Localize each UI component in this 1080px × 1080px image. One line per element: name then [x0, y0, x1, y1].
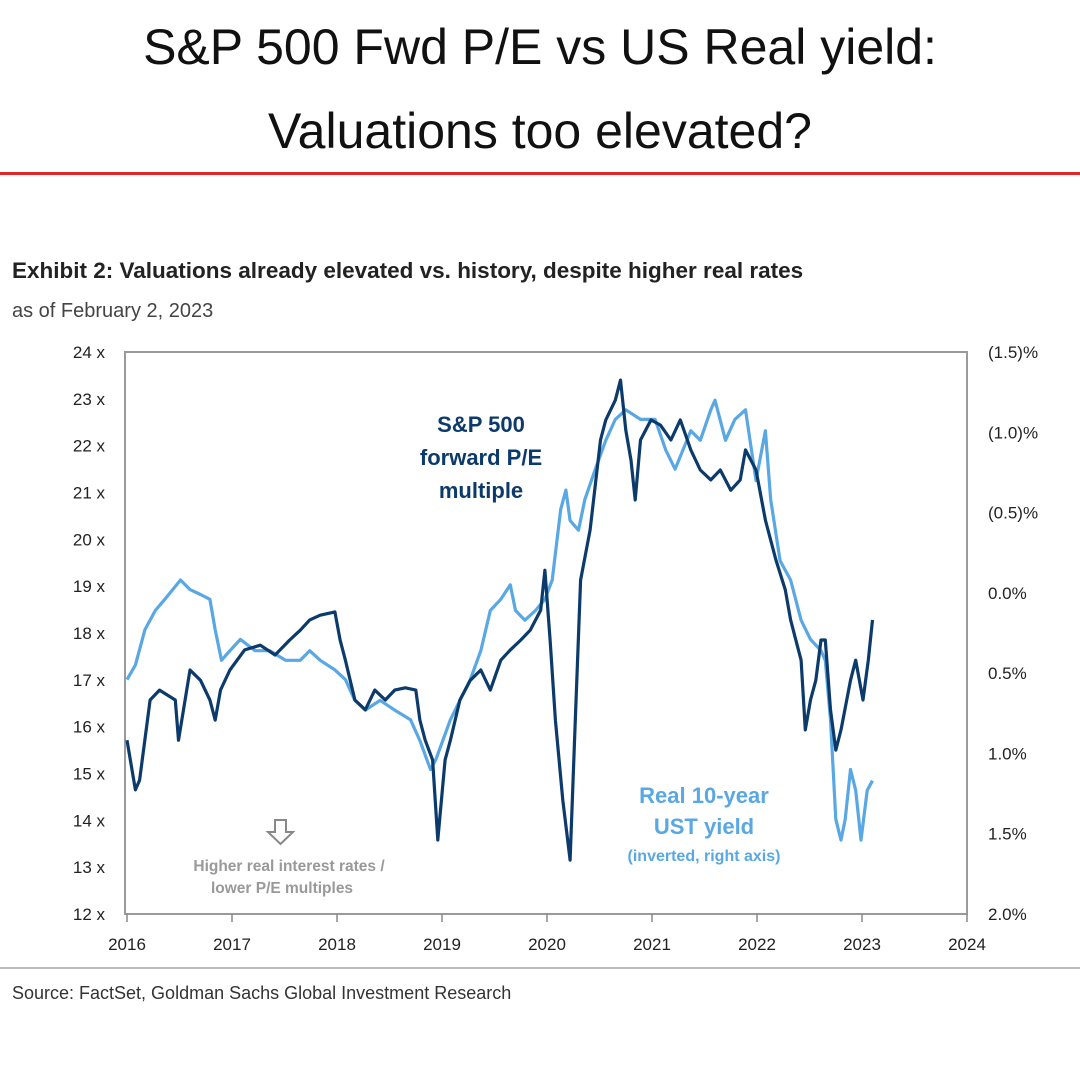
down-arrow-icon [265, 819, 296, 846]
y-left-tick-label: 23 x [73, 390, 106, 409]
headline-line-1: S&P 500 Fwd P/E vs US Real yield: [143, 19, 937, 75]
y-left-tick-label: 18 x [73, 624, 106, 643]
x-tick-label: 2018 [318, 935, 356, 954]
y-right-tick-label: 1.5% [988, 825, 1027, 844]
headline-line-2: Valuations too elevated? [268, 103, 812, 159]
arrow-note-line: Higher real interest rates / [193, 858, 385, 875]
x-tick-label: 2016 [108, 935, 146, 954]
y-right-tick-label: 1.0% [988, 744, 1027, 763]
y-right-tick-label: (0.5)% [988, 504, 1038, 523]
y-right-tick-label: (1.5)% [988, 343, 1038, 362]
source-note: Source: FactSet, Goldman Sachs Global In… [12, 983, 512, 1003]
pe-annotation: S&P 500 forward P/E multiple [420, 412, 542, 503]
y-left-tick-label: 16 x [73, 718, 106, 737]
yield-label-line: UST yield [654, 814, 754, 839]
y-left-tick-label: 15 x [73, 765, 106, 784]
x-tick-label: 2017 [213, 935, 251, 954]
chart-subtitle: as of February 2, 2023 [12, 300, 214, 322]
arrow-note: Higher real interest rates / lower P/E m… [193, 858, 385, 897]
x-tick-label: 2022 [738, 935, 776, 954]
pe-series-line [125, 378, 875, 862]
source-divider [0, 967, 1080, 969]
y-left-tick-label: 13 x [73, 858, 106, 877]
y-left-tick-label: 20 x [73, 530, 106, 549]
real-yield-series-line [125, 398, 874, 842]
pe-label-line: multiple [439, 478, 523, 503]
x-tick-label: 2021 [633, 935, 671, 954]
arrow-note-line: lower P/E multiples [211, 880, 353, 897]
y-left-tick-label: 12 x [73, 905, 106, 924]
yield-label-line: Real 10-year [639, 783, 769, 808]
plot-frame [124, 351, 968, 915]
x-tick-label: 2019 [423, 935, 461, 954]
y-right-tick-label: (1.0)% [988, 423, 1038, 442]
x-tick-label: 2023 [843, 935, 881, 954]
pe-label-line: forward P/E [420, 445, 542, 470]
yield-annotation: Real 10-year UST yield (inverted, right … [628, 783, 781, 865]
yield-sublabel: (inverted, right axis) [628, 848, 781, 865]
y-right-tick-label: 0.5% [988, 664, 1027, 683]
y-right-tick-label: 2.0% [988, 905, 1027, 924]
pe-label-line: S&P 500 [437, 412, 525, 437]
y-left-tick-label: 24 x [73, 343, 106, 362]
y-left-tick-label: 21 x [73, 484, 106, 503]
y-right-tick-label: 0.0% [988, 584, 1027, 603]
y-left-tick-label: 14 x [73, 811, 106, 830]
x-tick-label: 2020 [528, 935, 566, 954]
chart-title: Exhibit 2: Valuations already elevated v… [12, 258, 804, 283]
y-left-tick-label: 22 x [73, 437, 106, 456]
red-divider [0, 172, 1080, 175]
y-left-tick-label: 17 x [73, 671, 106, 690]
y-left-tick-label: 19 x [73, 577, 106, 596]
x-tick-label: 2024 [948, 935, 986, 954]
